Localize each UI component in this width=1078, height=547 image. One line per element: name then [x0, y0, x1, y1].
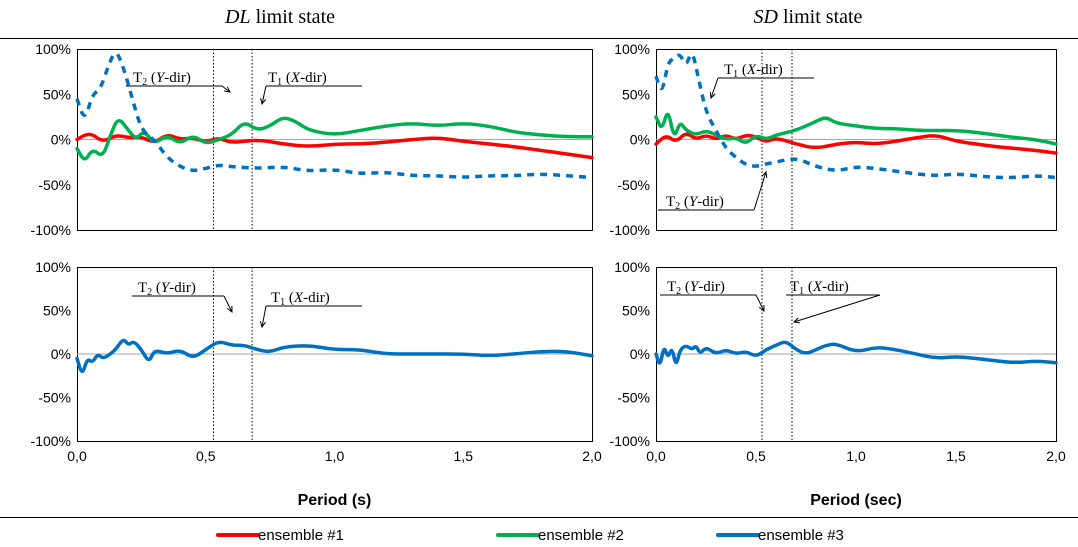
- annotation-label: T2 (Y-dir): [133, 70, 191, 88]
- annotation-arrowhead: [792, 317, 801, 324]
- period-annotation: T1 (X-dir): [260, 70, 362, 106]
- x-axis-label: Period (sec): [810, 492, 902, 509]
- annotation-leader: [221, 85, 231, 93]
- y-tick-label: -50%: [617, 390, 650, 406]
- series-line: [654, 132, 1058, 155]
- series-line: [654, 340, 1058, 365]
- series-line: [75, 116, 594, 161]
- x-tick-label: 1,5: [454, 448, 474, 464]
- x-tick-label: 0,5: [746, 448, 766, 464]
- y-tick-label: 100%: [35, 259, 71, 275]
- annotation-arrowhead: [224, 86, 231, 93]
- sd-title: SD limit state: [754, 6, 863, 28]
- y-tick-label: 0%: [51, 132, 71, 148]
- y-tick-label: 0%: [630, 346, 650, 362]
- annotation-arrowhead: [761, 170, 768, 179]
- annotation-arrowhead: [709, 91, 716, 100]
- sd-top-panel: 100% 50% 0% -50% -100% T1 (X-dir) T2 (Y-dir): [610, 41, 1058, 238]
- annotation-leader: [753, 171, 767, 211]
- series-line: [75, 132, 594, 160]
- series-line: [75, 338, 594, 374]
- y-tick-label: -100%: [610, 433, 650, 449]
- x-tick-label: 2,0: [582, 448, 602, 464]
- annotation-label: T1 (X-dir): [724, 62, 783, 80]
- legend-label: ensemble #1: [258, 527, 344, 544]
- sd-bottom-panel: 100% 50% 0% -50% -100%0,0 0,5 1,0 1,5 2,0 Period …: [610, 259, 1066, 509]
- y-tick-label: -50%: [38, 177, 71, 193]
- annotation-label: T1 (X-dir): [268, 70, 327, 88]
- y-tick-label: -50%: [38, 390, 71, 406]
- x-tick-label: 1,5: [946, 448, 966, 464]
- y-tick-label: 100%: [35, 41, 71, 57]
- period-annotation: T1 (X-dir): [709, 62, 814, 100]
- x-tick-label: 1,0: [846, 448, 866, 464]
- legend-label: ensemble #3: [758, 527, 844, 544]
- y-tick-label: 0%: [51, 346, 71, 362]
- annotation-leader: [261, 85, 267, 105]
- y-tick-label: 100%: [614, 259, 650, 275]
- x-axis-label: Period (s): [298, 492, 372, 509]
- x-tick-label: 1,0: [325, 448, 345, 464]
- annotation-label: T2 (Y-dir): [667, 279, 725, 297]
- y-tick-label: -100%: [31, 222, 71, 238]
- series-line: [654, 112, 1058, 146]
- annotation-arrowhead: [259, 321, 266, 329]
- legend-item: ensemble #3: [716, 527, 844, 544]
- y-tick-label: 50%: [43, 86, 71, 102]
- annotation-leader: [261, 305, 267, 328]
- series-line: [654, 52, 1057, 180]
- period-annotation: T2 (Y-dir): [658, 170, 768, 212]
- y-tick-label: -100%: [610, 222, 650, 238]
- x-tick-label: 2,0: [1046, 448, 1066, 464]
- y-tick-label: 100%: [614, 41, 650, 57]
- annotation-arrowhead: [226, 305, 233, 314]
- annotation-arrowhead: [260, 98, 267, 106]
- annotation-label: T1 (X-dir): [790, 279, 849, 297]
- period-annotation: T1 (X-dir): [259, 290, 362, 329]
- period-annotation: T2 (Y-dir): [132, 280, 233, 314]
- dl-bottom-panel: 100% 50% 0% -50% -100%0,0 0,5 1,0 1,5 2,0 Period …: [31, 259, 602, 509]
- y-tick-label: 50%: [43, 303, 71, 319]
- dl-title: DL limit state: [224, 6, 335, 28]
- series-line: [75, 51, 593, 180]
- annotation-label: T2 (Y-dir): [666, 194, 724, 212]
- annotation-leader: [793, 294, 881, 323]
- y-tick-label: 50%: [622, 303, 650, 319]
- legend: ensemble #1 ensemble #2 ensemble #3: [216, 527, 844, 544]
- annotation-leader: [755, 294, 765, 312]
- annotation-label: T2 (Y-dir): [138, 280, 196, 298]
- legend-item: ensemble #1: [216, 527, 344, 544]
- dl-top-panel: 100% 50% 0% -50% -100% T2 (Y-dir) T1 (X-dir): [31, 41, 594, 238]
- period-annotation: T1 (X-dir): [786, 279, 881, 324]
- x-tick-label: 0,5: [196, 448, 216, 464]
- x-tick-label: 0,0: [646, 448, 666, 464]
- annotation-label: T1 (X-dir): [271, 290, 330, 308]
- annotation-leader: [223, 295, 233, 313]
- legend-label: ensemble #2: [538, 527, 624, 544]
- x-tick-label: 0,0: [67, 448, 87, 464]
- y-tick-label: 0%: [630, 132, 650, 148]
- period-annotation: T2 (Y-dir): [660, 279, 765, 313]
- y-tick-label: 50%: [622, 86, 650, 102]
- legend-item: ensemble #2: [496, 527, 624, 544]
- annotation-leader: [710, 77, 719, 99]
- annotation-arrowhead: [758, 304, 765, 313]
- y-tick-label: -100%: [31, 433, 71, 449]
- y-tick-label: -50%: [617, 177, 650, 193]
- period-annotation: T2 (Y-dir): [126, 70, 231, 93]
